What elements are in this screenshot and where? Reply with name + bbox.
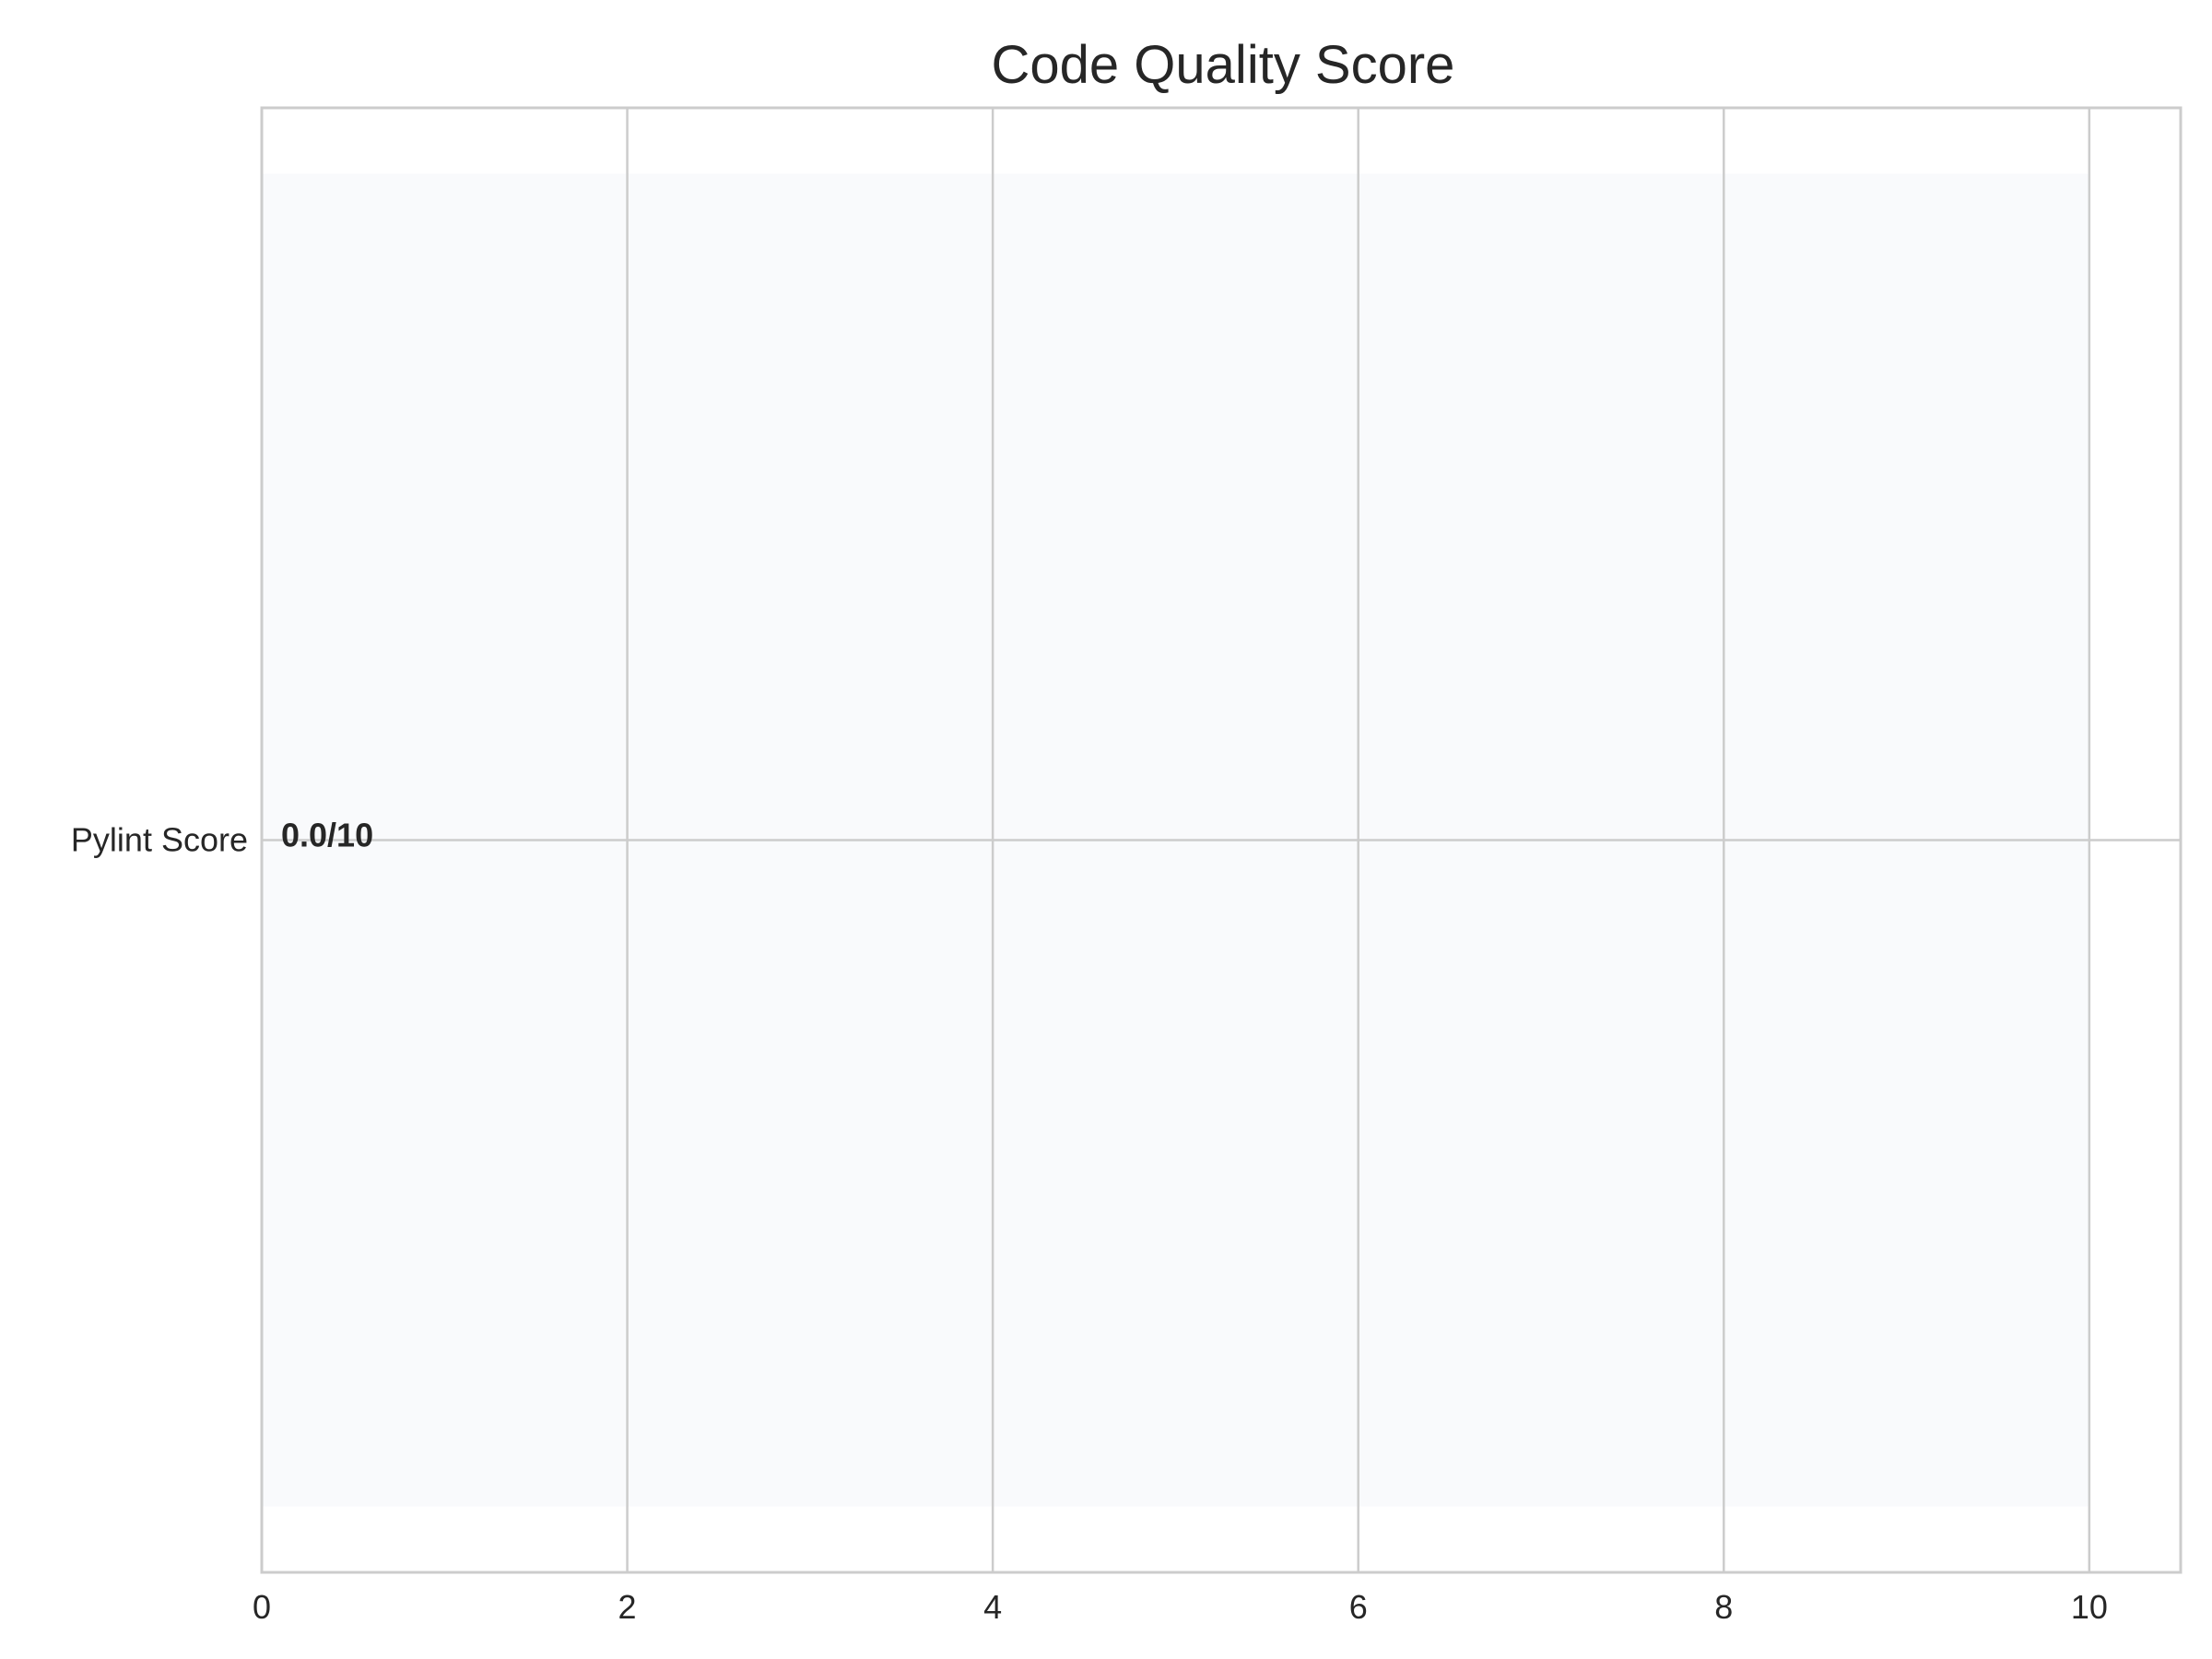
value-label: 0.0/10	[281, 817, 373, 854]
plot-frame	[260, 106, 2183, 1574]
x-tick-label: 0	[253, 1588, 271, 1626]
x-tick-label: 4	[983, 1588, 1002, 1626]
plot-area: 0 2 4 6 8 10 Pylint Score 0.0/10	[71, 106, 2183, 1626]
chart-title: Code Quality Score	[992, 35, 1455, 95]
category-label: Pylint Score	[71, 821, 248, 859]
x-tick-label: 2	[618, 1588, 637, 1626]
x-tick-label: 6	[1349, 1588, 1368, 1626]
x-tick-label: 8	[1714, 1588, 1733, 1626]
x-tick-label: 10	[2071, 1588, 2108, 1626]
